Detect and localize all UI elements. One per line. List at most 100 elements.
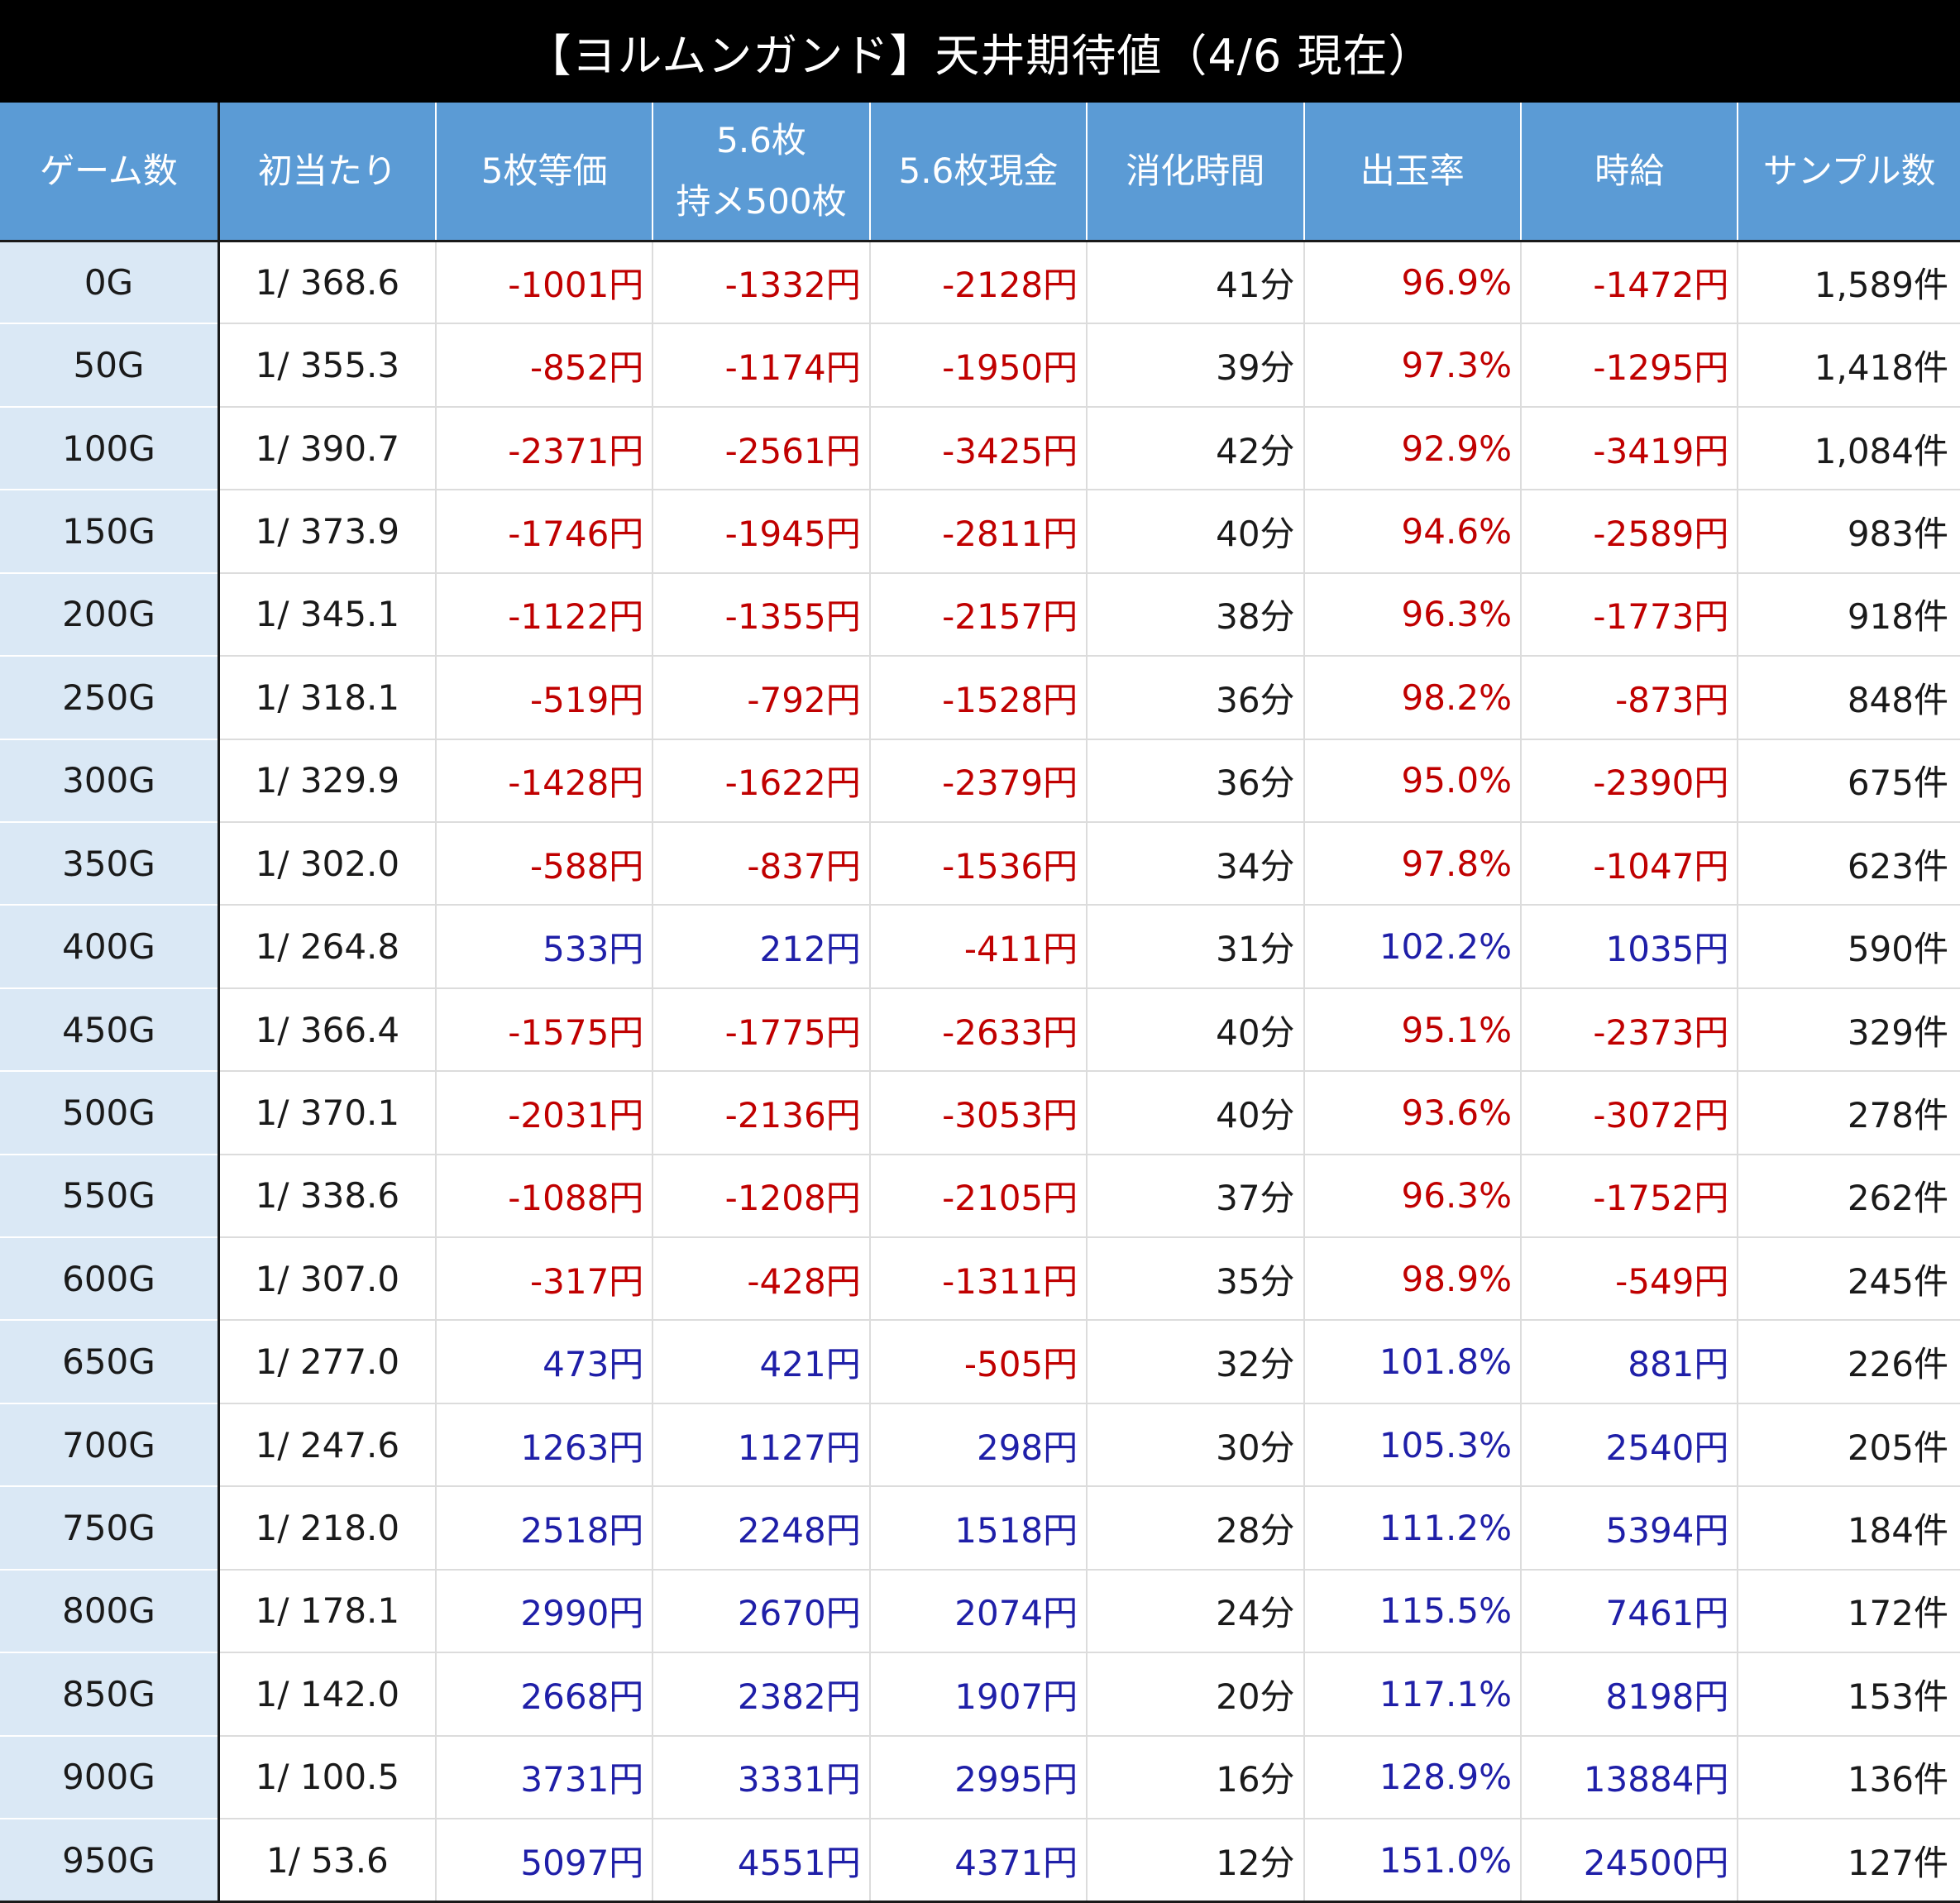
play-time-cell: 40分 <box>1086 1070 1305 1155</box>
hourly-wage-cell: 7461円 <box>1519 1568 1739 1654</box>
hourly-wage-cell: 2540円 <box>1519 1402 1739 1488</box>
hourly-wage-cell: 881円 <box>1519 1319 1739 1404</box>
first-hit-cell: 1/ 142.0 <box>218 1652 437 1737</box>
table-row: 350G 1/ 302.0 -588円 -837円 -1536円 34分 97.8% -104… <box>0 820 1960 906</box>
payout-rate-cell: 111.2% <box>1303 1485 1522 1571</box>
5-coin-equal-cell: -2031円 <box>434 1070 654 1155</box>
5-6-coin-cash-cell: -1950円 <box>868 323 1088 408</box>
sample-count-cell: 1,589件 <box>1737 239 1960 325</box>
header-game-count: ゲーム数 <box>0 103 220 242</box>
play-time-cell: 31分 <box>1086 904 1305 989</box>
5-coin-equal-cell: 2990円 <box>434 1568 654 1654</box>
sample-count-cell: 245件 <box>1737 1236 1960 1322</box>
5-6-coin-cash-cell: -411円 <box>868 904 1088 989</box>
first-hit-cell: 1/ 390.7 <box>218 405 437 491</box>
5-coin-equal-cell: 2668円 <box>434 1652 654 1737</box>
table-body: 0G 1/ 368.6 -1001円 -1332円 -2128円 41分 96.9% -147… <box>0 239 1960 1903</box>
play-time-cell: 36分 <box>1086 738 1305 823</box>
5-6-coin-cash-cell: -1536円 <box>868 820 1088 906</box>
payout-rate-cell: 96.3% <box>1303 1153 1522 1239</box>
game-count-cell: 100G <box>0 405 220 491</box>
5-6-coin-cash-cell: -1528円 <box>868 655 1088 740</box>
hourly-wage-cell: 1035円 <box>1519 904 1739 989</box>
hourly-wage-cell: 5394円 <box>1519 1485 1739 1571</box>
sample-count-cell: 329件 <box>1737 987 1960 1073</box>
play-time-cell: 24分 <box>1086 1568 1305 1654</box>
first-hit-cell: 1/ 53.6 <box>218 1818 437 1903</box>
table-row: 450G 1/ 366.4 -1575円 -1775円 -2633円 40分 95.1% -2… <box>0 987 1960 1073</box>
5-coin-equal-cell: -588円 <box>434 820 654 906</box>
play-time-cell: 40分 <box>1086 987 1305 1073</box>
hourly-wage-cell: -2373円 <box>1519 987 1739 1073</box>
header-hourly-wage: 時給 <box>1519 103 1739 242</box>
sample-count-cell: 278件 <box>1737 1070 1960 1155</box>
sample-count-cell: 205件 <box>1737 1402 1960 1488</box>
5-6-coin-cash-cell: -3425円 <box>868 405 1088 491</box>
game-count-cell: 650G <box>0 1319 220 1404</box>
play-time-cell: 30分 <box>1086 1402 1305 1488</box>
payout-rate-cell: 93.6% <box>1303 1070 1522 1155</box>
table-row: 0G 1/ 368.6 -1001円 -1332円 -2128円 41分 96.9% -147… <box>0 239 1960 325</box>
payout-rate-cell: 97.8% <box>1303 820 1522 906</box>
table-row: 300G 1/ 329.9 -1428円 -1622円 -2379円 36分 95.0% -2… <box>0 738 1960 823</box>
5-6-coin-500-cell: 4551円 <box>652 1818 871 1903</box>
5-6-coin-500-cell: -1174円 <box>652 323 871 408</box>
play-time-cell: 20分 <box>1086 1652 1305 1737</box>
payout-rate-cell: 102.2% <box>1303 904 1522 989</box>
5-coin-equal-cell: -1001円 <box>434 239 654 325</box>
5-6-coin-500-cell: -1332円 <box>652 239 871 325</box>
table-row: 150G 1/ 373.9 -1746円 -1945円 -2811円 40分 94.6% -2… <box>0 489 1960 574</box>
5-coin-equal-cell: -852円 <box>434 323 654 408</box>
sample-count-cell: 848件 <box>1737 655 1960 740</box>
hourly-wage-cell: -1047円 <box>1519 820 1739 906</box>
5-coin-equal-cell: 473円 <box>434 1319 654 1404</box>
table-row: 250G 1/ 318.1 -519円 -792円 -1528円 36分 98.2% -873… <box>0 655 1960 740</box>
first-hit-cell: 1/ 355.3 <box>218 323 437 408</box>
table-row: 700G 1/ 247.6 1263円 1127円 298円 30分 105.3% 2540円… <box>0 1402 1960 1488</box>
5-coin-equal-cell: -1575円 <box>434 987 654 1073</box>
5-6-coin-500-cell: 421円 <box>652 1319 871 1404</box>
first-hit-cell: 1/ 373.9 <box>218 489 437 574</box>
payout-rate-cell: 115.5% <box>1303 1568 1522 1654</box>
5-coin-equal-cell: -1088円 <box>434 1153 654 1239</box>
5-coin-equal-cell: -317円 <box>434 1236 654 1322</box>
5-6-coin-500-cell: -1208円 <box>652 1153 871 1239</box>
5-6-coin-500-cell: 2382円 <box>652 1652 871 1737</box>
play-time-cell: 41分 <box>1086 239 1305 325</box>
sample-count-cell: 1,418件 <box>1737 323 1960 408</box>
table-row: 850G 1/ 142.0 2668円 2382円 1907円 20分 117.1% 8198… <box>0 1652 1960 1737</box>
5-coin-equal-cell: 1263円 <box>434 1402 654 1488</box>
payout-rate-cell: 151.0% <box>1303 1818 1522 1903</box>
game-count-cell: 900G <box>0 1734 220 1820</box>
payout-rate-cell: 97.3% <box>1303 323 1522 408</box>
header-5-6-coin-500: 5.6枚 持メ500枚 <box>652 103 871 242</box>
first-hit-cell: 1/ 264.8 <box>218 904 437 989</box>
table-row: 750G 1/ 218.0 2518円 2248円 1518円 28分 111.2% 5394… <box>0 1485 1960 1571</box>
sample-count-cell: 127件 <box>1737 1818 1960 1903</box>
first-hit-cell: 1/ 307.0 <box>218 1236 437 1322</box>
header-5-6-coin-cash: 5.6枚現金 <box>868 103 1088 242</box>
play-time-cell: 38分 <box>1086 571 1305 657</box>
play-time-cell: 40分 <box>1086 489 1305 574</box>
5-6-coin-500-cell: -1945円 <box>652 489 871 574</box>
5-coin-equal-cell: -1746円 <box>434 489 654 574</box>
header-sample-count: サンプル数 <box>1737 103 1960 242</box>
play-time-cell: 34分 <box>1086 820 1305 906</box>
first-hit-cell: 1/ 247.6 <box>218 1402 437 1488</box>
header-row: ゲーム数 初当たり 5枚等価 5.6枚 持メ500枚 5.6枚現金 消化時間 出玉… <box>0 103 1960 242</box>
payout-rate-cell: 96.3% <box>1303 571 1522 657</box>
5-6-coin-500-cell: 212円 <box>652 904 871 989</box>
payout-rate-cell: 92.9% <box>1303 405 1522 491</box>
hourly-wage-cell: -3072円 <box>1519 1070 1739 1155</box>
first-hit-cell: 1/ 100.5 <box>218 1734 437 1820</box>
ceiling-expectation-table: ゲーム数 初当たり 5枚等価 5.6枚 持メ500枚 5.6枚現金 消化時間 出玉… <box>0 103 1960 1903</box>
game-count-cell: 600G <box>0 1236 220 1322</box>
first-hit-cell: 1/ 302.0 <box>218 820 437 906</box>
hourly-wage-cell: -1472円 <box>1519 239 1739 325</box>
5-6-coin-500-cell: 2248円 <box>652 1485 871 1571</box>
play-time-cell: 42分 <box>1086 405 1305 491</box>
5-6-coin-cash-cell: -2379円 <box>868 738 1088 823</box>
game-count-cell: 800G <box>0 1568 220 1654</box>
payout-rate-cell: 95.0% <box>1303 738 1522 823</box>
first-hit-cell: 1/ 178.1 <box>218 1568 437 1654</box>
